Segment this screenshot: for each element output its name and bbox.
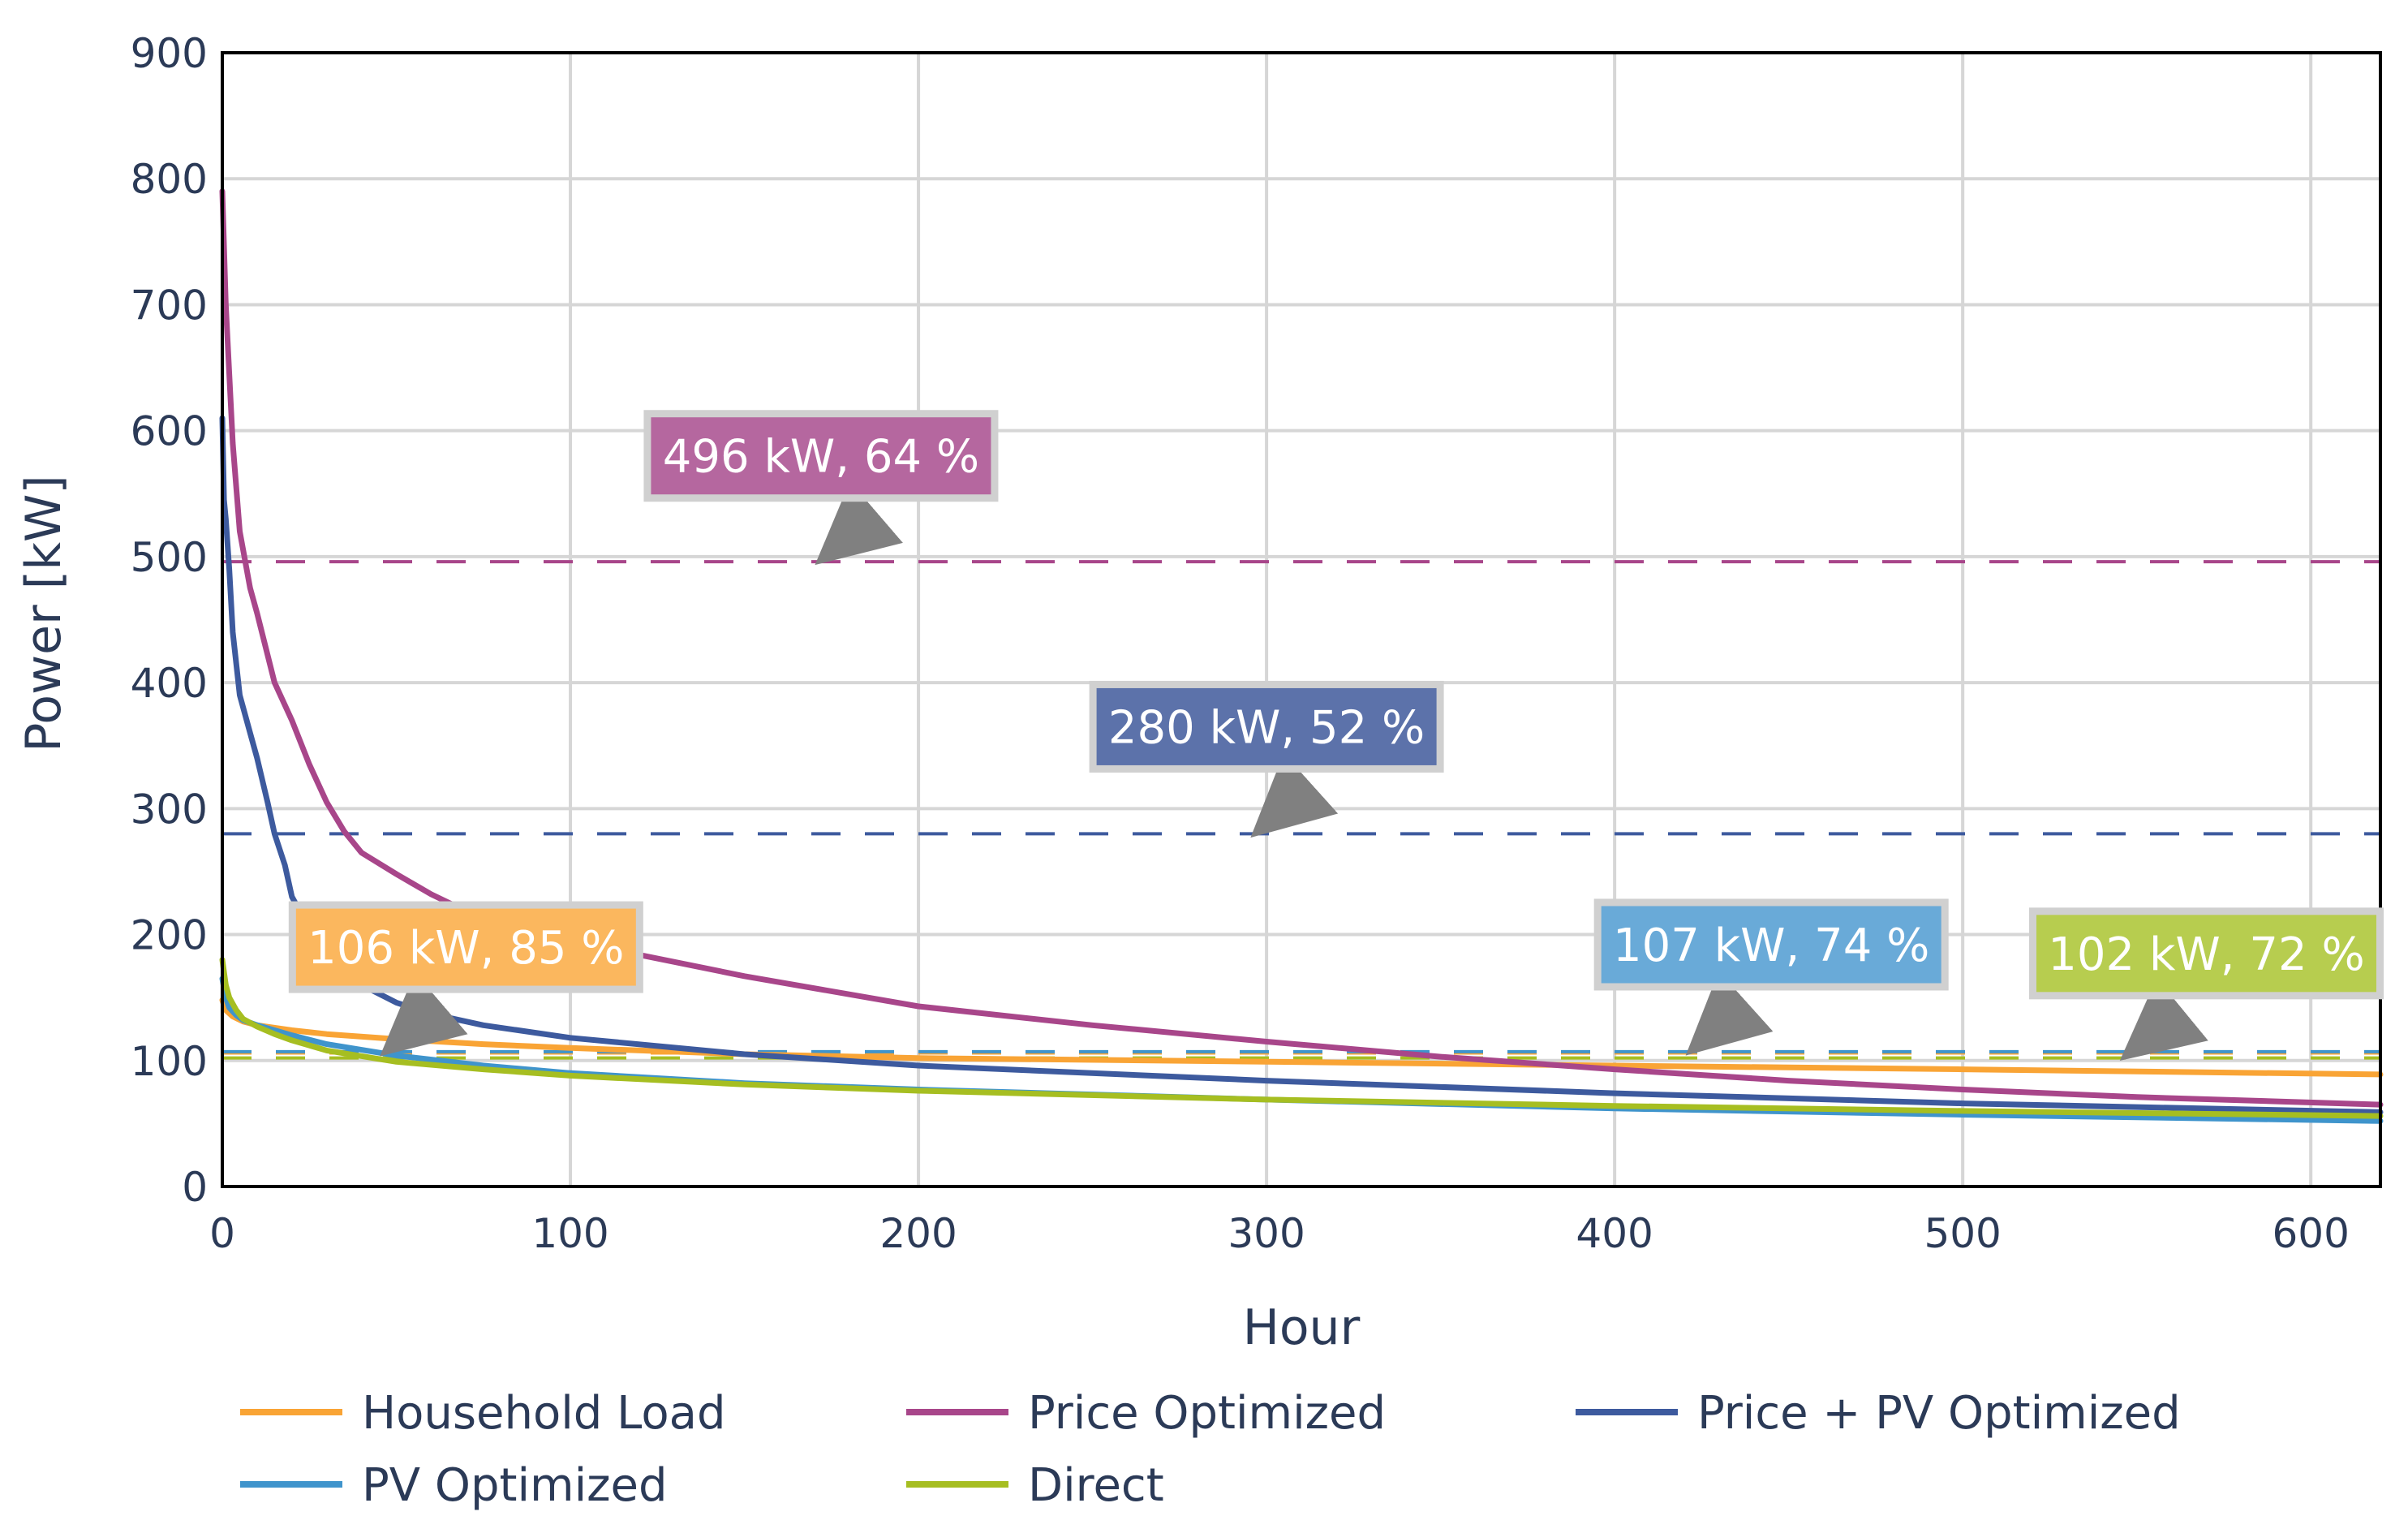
annotation: 496 kW, 64 % [643, 410, 999, 566]
legend-label: Household Load [362, 1387, 726, 1440]
annotation: 280 kW, 52 % [1089, 680, 1444, 838]
y-tick-label: 300 [131, 786, 208, 833]
annotation: 106 kW, 85 % [288, 901, 643, 1057]
x-tick-label: 300 [1228, 1210, 1305, 1257]
y-tick-label: 700 [131, 282, 208, 329]
series-line [219, 997, 2384, 1078]
legend-item: Price + PV Optimized [1576, 1387, 2181, 1440]
y-tick-label: 100 [131, 1038, 208, 1085]
legend-label: Direct [1028, 1459, 1164, 1512]
x-tick-label: 500 [1924, 1210, 2001, 1257]
y-tick-label: 900 [131, 30, 208, 77]
y-tick-label: 800 [131, 156, 208, 203]
x-tick-label: 0 [209, 1210, 235, 1257]
axes [221, 51, 2382, 1188]
annotation: 102 kW, 72 % [2028, 907, 2384, 1062]
y-tick-label: 400 [131, 660, 208, 707]
annotation-box [2028, 907, 2384, 1000]
annotation: 107 kW, 74 % [1593, 898, 1949, 1056]
legend-label: Price Optimized [1028, 1387, 1386, 1440]
x-tick-label: 600 [2272, 1210, 2349, 1257]
y-tick-label: 0 [182, 1164, 208, 1211]
annotation-arrow [815, 481, 903, 566]
annotation-arrow [1250, 753, 1339, 838]
annotation-box [643, 410, 999, 502]
legend-item: Household Load [240, 1387, 726, 1440]
annotation-label: 102 kW, 72 % [2048, 928, 2364, 981]
series-line [219, 188, 2384, 1108]
legend-label: PV Optimized [362, 1459, 668, 1512]
legend-item: Price Optimized [906, 1387, 1386, 1440]
y-axis-title: Power [kW] [15, 475, 72, 752]
series-lines [219, 188, 2384, 1124]
annotation-box [288, 901, 643, 993]
annotation-label: 280 kW, 52 % [1108, 701, 1425, 754]
series-line [219, 957, 2384, 1119]
legend-item: Direct [906, 1459, 1164, 1512]
annotation-box [1089, 680, 1444, 773]
annotation-arrow [380, 972, 468, 1057]
annotation-label: 107 kW, 74 % [1613, 920, 1929, 972]
legend: Household Load Price Optimized Price + PV … [240, 1387, 2181, 1512]
x-axis-title: Hour [1243, 1299, 1361, 1356]
plot-frame [221, 51, 2382, 1188]
annotations: 496 kW, 64 % 280 kW, 52 % 106 kW, 85 % 107 … [288, 410, 2384, 1062]
annotation-label: 496 kW, 64 % [663, 431, 979, 484]
grid [222, 51, 2380, 1187]
legend-label: Price + PV Optimized [1697, 1387, 2181, 1440]
y-tick-label: 500 [131, 534, 208, 581]
annotation-box [1593, 898, 1949, 991]
annotation-label: 106 kW, 85 % [307, 922, 624, 975]
annotation-arrow [2119, 977, 2208, 1062]
x-tick-label: 100 [531, 1210, 608, 1257]
annotation-arrow [1685, 971, 1774, 1056]
x-tick-label: 200 [879, 1210, 957, 1257]
x-tick-label: 400 [1576, 1210, 1653, 1257]
y-tick-label: 200 [131, 912, 208, 959]
legend-item: PV Optimized [240, 1459, 668, 1512]
y-tick-label: 600 [131, 408, 208, 455]
tick-labels: 0 100 200 300 400 500 600 0 100 200 300 400 500 600 70… [131, 30, 2350, 1257]
